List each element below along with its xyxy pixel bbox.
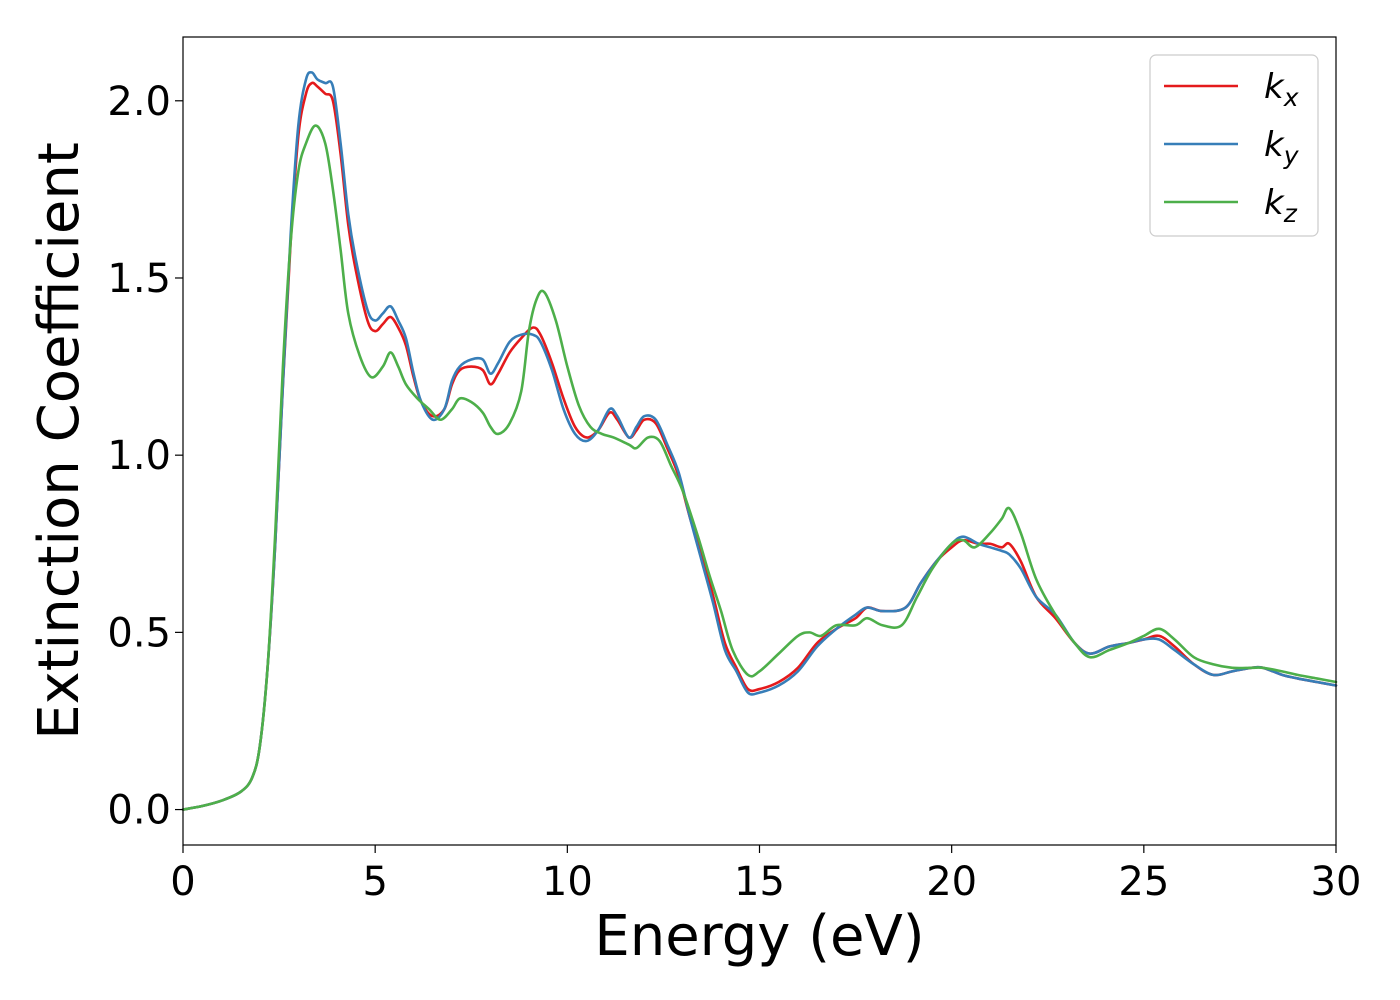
series-layer [181, 71, 1338, 811]
legend-box [1149, 54, 1319, 237]
x-tick-label: 10 [542, 859, 593, 905]
y-axis-label: Extinction Coefficient [27, 142, 92, 740]
x-tick-label: 20 [926, 859, 977, 905]
series-line-z [181, 124, 1338, 811]
y-axis-ticks: 0.0 0.5 1.0 1.5 2.0 [107, 79, 183, 834]
y-tick-label: 0.5 [107, 610, 171, 656]
x-tick-label: 0 [170, 859, 195, 905]
x-axis-label: Energy (eV) [594, 904, 924, 969]
legend-label-z: kz [1264, 183, 1298, 228]
x-tick-label: 5 [362, 859, 387, 905]
y-tick-label: 1.0 [107, 433, 171, 479]
legend-label-y: ky [1264, 125, 1300, 170]
legend-label-x: kx [1264, 67, 1299, 112]
x-tick-label: 25 [1118, 859, 1169, 905]
legend: kx ky kz [1149, 54, 1319, 237]
y-tick-label: 2.0 [107, 79, 171, 125]
y-tick-label: 1.5 [107, 256, 171, 302]
y-tick-label: 0.0 [107, 788, 171, 834]
x-axis-ticks: 0 5 10 15 20 25 30 [170, 845, 1361, 905]
x-tick-label: 15 [734, 859, 785, 905]
x-tick-label: 30 [1311, 859, 1362, 905]
